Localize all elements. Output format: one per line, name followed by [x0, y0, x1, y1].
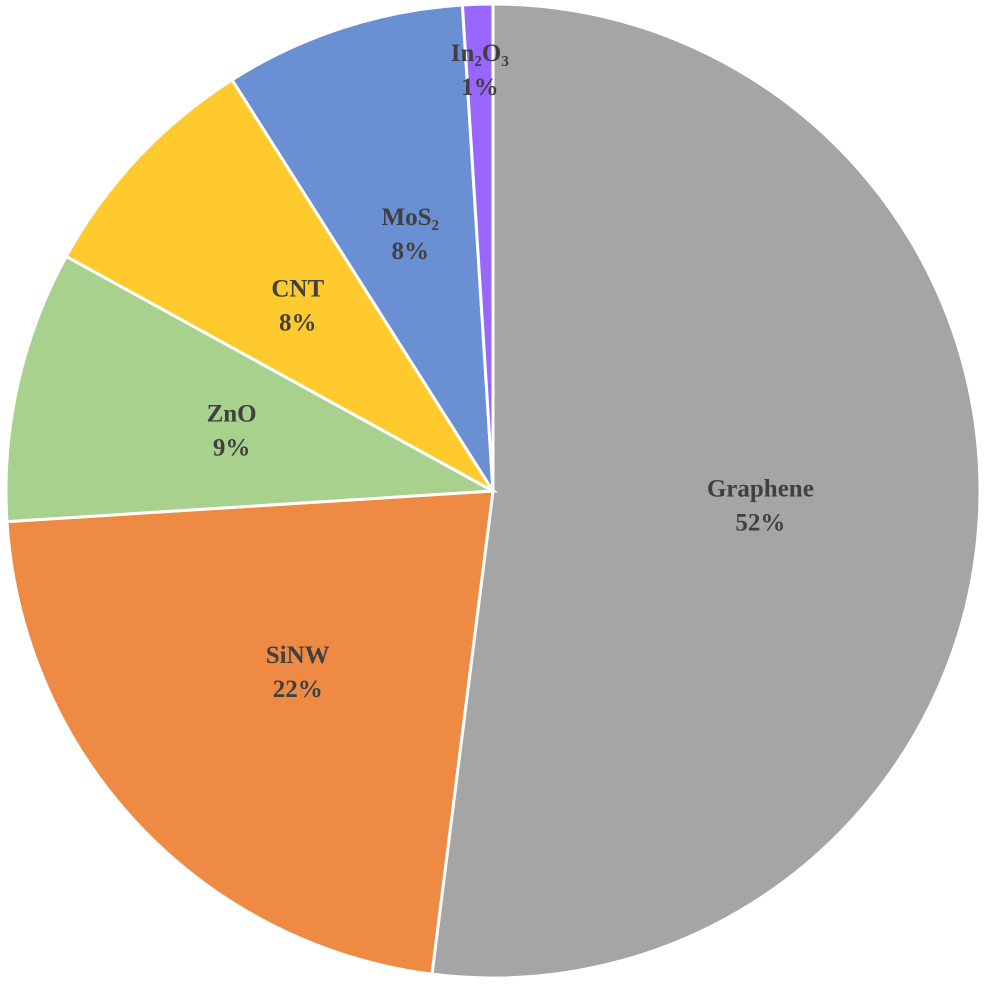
slice-label: MoS₂ — [381, 204, 439, 231]
pie-slice — [4, 254, 499, 524]
slice-label: ZnO — [207, 400, 257, 427]
pie-slice — [64, 77, 495, 493]
slice-label: Graphene — [707, 476, 814, 503]
value-label: 8% — [279, 309, 317, 336]
pie-slice — [430, 2, 982, 980]
value-label: 22% — [273, 676, 323, 703]
pie-slice — [229, 3, 495, 492]
value-label: 9% — [213, 434, 251, 461]
pie-slice — [5, 489, 495, 976]
pie-slice — [460, 2, 495, 492]
slice-label: In₂O₃ — [451, 40, 509, 67]
value-label: 8% — [391, 238, 429, 265]
value-label: 52% — [735, 510, 785, 537]
slice-label: CNT — [271, 275, 324, 302]
slice-label: SiNW — [266, 642, 330, 669]
value-label: 1% — [461, 74, 499, 101]
